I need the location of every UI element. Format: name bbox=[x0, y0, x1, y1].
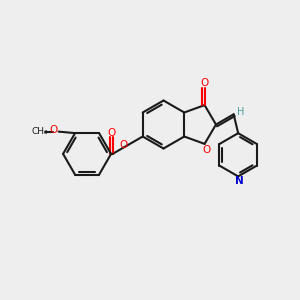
Text: O: O bbox=[202, 145, 210, 155]
Text: CH₃: CH₃ bbox=[31, 127, 48, 136]
Text: O: O bbox=[108, 128, 116, 138]
Text: H: H bbox=[237, 107, 244, 117]
Text: N: N bbox=[235, 176, 244, 187]
Text: O: O bbox=[119, 140, 128, 150]
Text: O: O bbox=[49, 125, 57, 135]
Text: O: O bbox=[200, 78, 209, 88]
